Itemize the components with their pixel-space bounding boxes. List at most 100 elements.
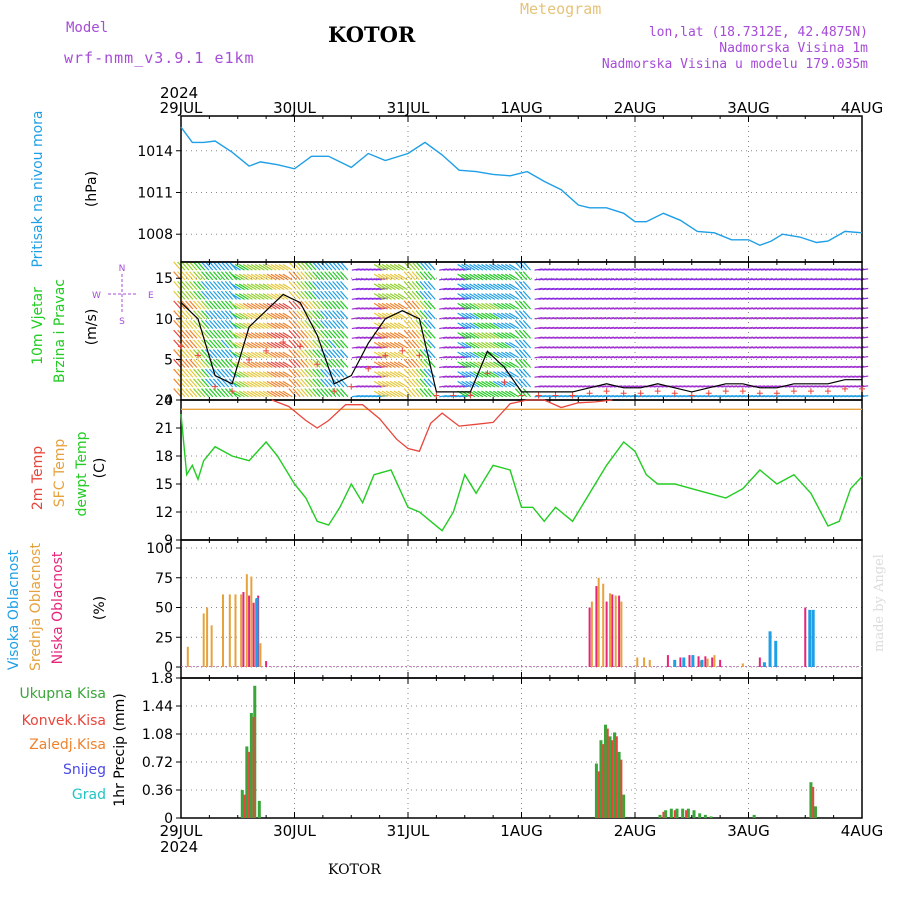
wind-barb bbox=[230, 312, 241, 320]
wind-barb bbox=[340, 300, 349, 310]
wind-barb bbox=[173, 368, 182, 378]
wind-barb bbox=[304, 349, 313, 359]
wind-barb bbox=[328, 271, 337, 281]
wind-barb bbox=[296, 310, 305, 320]
wind-barb bbox=[328, 280, 337, 290]
wind-barb bbox=[220, 319, 230, 329]
wind-barb bbox=[181, 378, 190, 388]
wind-barb bbox=[193, 388, 202, 398]
wind-barb bbox=[411, 388, 420, 398]
wind-gust-marker bbox=[348, 383, 355, 390]
wind-barb bbox=[266, 322, 277, 330]
wind-barb bbox=[385, 361, 396, 369]
wind-barb bbox=[316, 261, 325, 271]
wind-barb bbox=[377, 263, 388, 271]
wind-barb bbox=[465, 322, 476, 330]
wind-barb bbox=[500, 390, 512, 398]
wind-barb bbox=[381, 332, 392, 339]
wind-barb bbox=[419, 319, 428, 329]
wind-barb bbox=[500, 332, 512, 339]
wind-barb bbox=[278, 332, 289, 339]
wind-barb bbox=[292, 290, 301, 300]
wind-barb bbox=[193, 300, 202, 310]
wind-barb bbox=[270, 322, 281, 330]
wind-barb bbox=[193, 349, 202, 359]
wind-barb bbox=[500, 263, 512, 271]
wind-barb bbox=[262, 283, 273, 291]
wind-barb bbox=[300, 261, 309, 271]
wind-barb bbox=[173, 358, 182, 368]
wind-barb bbox=[258, 341, 269, 349]
wind-barb bbox=[427, 339, 436, 349]
x-date-label-bottom: 31JUL bbox=[387, 822, 430, 840]
wind-barb bbox=[324, 261, 333, 271]
wind-barb bbox=[278, 283, 289, 291]
wind-barb bbox=[308, 300, 317, 310]
wind-barb bbox=[197, 378, 206, 388]
wind-barb bbox=[465, 351, 476, 359]
wind-barb bbox=[288, 368, 297, 378]
wind-barb bbox=[258, 302, 269, 310]
wind-barb bbox=[304, 339, 313, 349]
wind-barb bbox=[234, 332, 245, 339]
wind-barb bbox=[274, 263, 285, 271]
wind-barb bbox=[514, 358, 524, 368]
wind-barb bbox=[465, 263, 476, 271]
wind-barb bbox=[340, 280, 349, 290]
y-tick-label: 18 bbox=[155, 449, 173, 465]
cloud-low-bar bbox=[704, 656, 707, 667]
wind-barb bbox=[489, 351, 500, 359]
wind-barb bbox=[324, 368, 333, 378]
wind-barb bbox=[201, 388, 210, 398]
wind-gust-marker bbox=[722, 388, 729, 395]
wind-barb bbox=[296, 271, 305, 281]
wind-barb bbox=[419, 280, 428, 290]
wind-barb bbox=[189, 358, 198, 368]
wind-barb bbox=[292, 358, 301, 368]
cloud-low-bar bbox=[252, 602, 255, 667]
wind-barb bbox=[220, 378, 230, 388]
wind-barb bbox=[181, 358, 190, 368]
wind-barb bbox=[270, 263, 281, 271]
cloud-mid-bar bbox=[206, 607, 209, 667]
wind-barb bbox=[220, 358, 230, 368]
wind-barb bbox=[427, 378, 436, 388]
wind-barb bbox=[258, 332, 269, 339]
wind-gust-marker bbox=[705, 390, 712, 397]
wind-barb bbox=[173, 329, 182, 339]
wind-barb bbox=[381, 380, 392, 388]
wind-barb bbox=[427, 319, 436, 329]
wind-barb bbox=[312, 310, 321, 320]
wind-barb bbox=[224, 388, 234, 398]
wind-gust-marker bbox=[688, 392, 695, 399]
panel-frame bbox=[180, 677, 863, 819]
wind-barb bbox=[332, 271, 341, 281]
wind-barb bbox=[497, 263, 508, 271]
wind-barb bbox=[328, 310, 337, 320]
precip-total-bar bbox=[599, 740, 603, 818]
wind-barb bbox=[189, 339, 198, 349]
wind-barb bbox=[485, 283, 496, 291]
wind-barb bbox=[457, 273, 468, 281]
cloud-ylabel-1: Visoka Oblacnost bbox=[6, 549, 22, 670]
cloud-high-bar bbox=[255, 597, 259, 667]
wind-barb bbox=[205, 368, 214, 378]
wind-barb bbox=[419, 290, 428, 300]
wind-barb bbox=[278, 302, 289, 310]
wind-barb bbox=[415, 358, 424, 368]
wind-barb bbox=[316, 290, 325, 300]
wind-barb bbox=[411, 261, 420, 271]
wind-barb bbox=[282, 361, 293, 369]
cloud-mid-bar bbox=[240, 594, 243, 667]
wind-barb bbox=[193, 310, 202, 320]
wind-barb bbox=[473, 341, 484, 349]
wind-gust-marker bbox=[841, 385, 848, 392]
wind-barb bbox=[332, 368, 341, 378]
wind-barb bbox=[473, 302, 484, 310]
temp-ylabel-2: SFC Temp bbox=[52, 439, 68, 508]
wind-barb bbox=[181, 319, 190, 329]
wind-barb bbox=[266, 332, 277, 339]
wind-barb bbox=[423, 378, 432, 388]
wind-barb bbox=[385, 371, 396, 378]
wind-barb bbox=[427, 280, 436, 290]
